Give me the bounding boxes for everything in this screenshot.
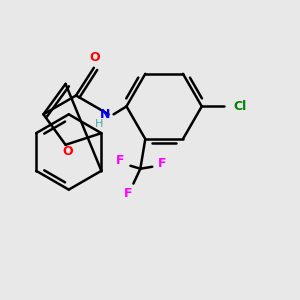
- Text: H: H: [94, 119, 103, 129]
- Text: F: F: [158, 157, 167, 170]
- Text: F: F: [116, 154, 125, 167]
- Text: Cl: Cl: [233, 100, 247, 113]
- Text: O: O: [62, 145, 73, 158]
- Text: N: N: [100, 108, 110, 121]
- Text: O: O: [89, 51, 100, 64]
- Text: F: F: [124, 187, 133, 200]
